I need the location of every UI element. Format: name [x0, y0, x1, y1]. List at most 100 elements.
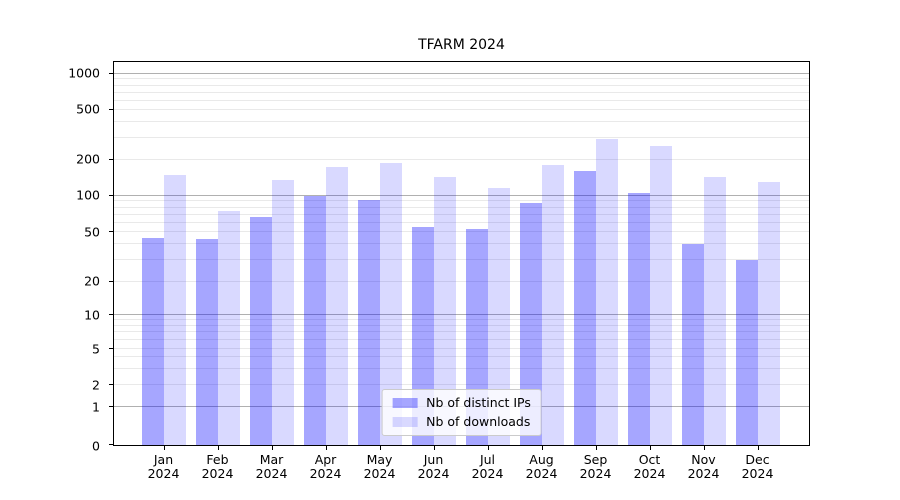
- x-tick-label-year: 2024: [525, 466, 558, 481]
- x-tick-label-year: 2024: [471, 466, 504, 481]
- bar-distinct-ips-may: [357, 199, 380, 445]
- legend-label-distinct-ips: Nb of distinct IPs: [426, 395, 531, 410]
- bar-downloads-nov: [703, 176, 726, 445]
- x-tick-mark: [541, 446, 543, 450]
- legend-label-downloads: Nb of downloads: [426, 414, 531, 429]
- bar-downloads-apr: [325, 166, 348, 445]
- legend-swatch-downloads: [392, 417, 418, 427]
- y-tick-label: 1000: [68, 64, 100, 80]
- y-tick-mark: [109, 406, 113, 408]
- x-tick-label: Aug 2024: [515, 453, 569, 481]
- x-tick-label-year: 2024: [687, 466, 720, 481]
- y-tick-mark: [109, 194, 113, 196]
- x-tick-mark: [433, 446, 435, 450]
- x-tick-label-month: Jan: [153, 452, 174, 467]
- bar-downloads-mar: [271, 180, 294, 445]
- x-tick-label-year: 2024: [417, 466, 450, 481]
- x-tick-label-year: 2024: [579, 466, 612, 481]
- x-tick-mark: [595, 446, 597, 450]
- x-tick-label: Feb 2024: [191, 453, 245, 481]
- x-tick-mark: [217, 446, 219, 450]
- x-tick-label-month: Apr: [314, 452, 337, 467]
- y-tick-mark: [109, 314, 113, 316]
- x-tick-label-month: Dec: [745, 452, 770, 467]
- x-tick-label: Dec 2024: [731, 453, 785, 481]
- minor-gridline: [114, 121, 809, 123]
- major-gridline: [114, 73, 809, 74]
- y-tick-mark: [109, 231, 113, 233]
- x-tick-mark: [649, 446, 651, 450]
- x-tick-label: Oct 2024: [623, 453, 677, 481]
- y-tick-label: 50: [84, 223, 100, 239]
- legend-item-distinct-ips: Nb of distinct IPs: [392, 395, 531, 411]
- x-tick-label-year: 2024: [201, 466, 234, 481]
- chart-title: TFARM 2024: [418, 37, 505, 53]
- x-tick-label-year: 2024: [633, 466, 666, 481]
- x-tick-label-month: Jun: [423, 452, 444, 467]
- y-tick-label: 10: [84, 307, 100, 323]
- legend-item-downloads: Nb of downloads: [392, 414, 531, 430]
- bar-downloads-jul: [487, 187, 510, 445]
- bar-distinct-ips-jan: [141, 237, 164, 445]
- y-tick-mark: [109, 383, 113, 385]
- y-tick-label: 1: [92, 399, 100, 415]
- y-tick-mark: [109, 280, 113, 282]
- y-tick-mark: [109, 73, 113, 74]
- bar-downloads-oct: [649, 145, 672, 445]
- y-tick-mark: [109, 444, 113, 445]
- bar-distinct-ips-feb: [195, 239, 218, 445]
- bar-distinct-ips-apr: [303, 195, 326, 445]
- x-tick-label-month: Sep: [583, 452, 608, 467]
- x-tick-label-month: Feb: [206, 452, 229, 467]
- y-tick-label: 200: [76, 151, 100, 167]
- bar-downloads-may: [379, 162, 402, 445]
- y-tick-label: 100: [76, 187, 100, 203]
- x-tick-label: May 2024: [353, 453, 407, 481]
- minor-gridline: [114, 78, 809, 80]
- y-tick-mark: [109, 108, 113, 110]
- minor-gridline: [114, 91, 809, 93]
- x-tick-label: Nov 2024: [677, 453, 731, 481]
- x-tick-label-year: 2024: [741, 466, 774, 481]
- x-tick-mark: [703, 446, 705, 450]
- legend-swatch-distinct-ips: [392, 398, 418, 408]
- y-axis-labels: 0 1 2 5 10 20 50 100 200 500 1000: [0, 61, 113, 451]
- y-tick-label: 500: [76, 100, 100, 116]
- x-tick-mark: [487, 446, 489, 450]
- x-tick-mark: [163, 446, 165, 450]
- x-axis-labels: Jan 2024 Feb 2024 Mar 2024 Apr 2024 May 2024 Jun 20…: [0, 453, 900, 487]
- bar-downloads-feb: [217, 210, 240, 445]
- x-tick-mark: [271, 446, 273, 450]
- legend: Nb of distinct IPs Nb of downloads: [381, 389, 542, 436]
- bar-distinct-ips-dec: [735, 259, 758, 445]
- x-tick-label-year: 2024: [147, 466, 180, 481]
- bar-downloads-jan: [163, 174, 186, 445]
- x-tick-label: Jul 2024: [461, 453, 515, 481]
- plot-area: Nb of distinct IPs Nb of downloads: [109, 61, 810, 450]
- x-tick-label: Sep 2024: [569, 453, 623, 481]
- y-tick-label: 0: [92, 437, 100, 453]
- minor-gridline: [114, 136, 809, 138]
- x-tick-label-month: Aug: [529, 452, 554, 467]
- x-tick-label: Mar 2024: [245, 453, 299, 481]
- x-tick-label: Jun 2024: [407, 453, 461, 481]
- x-tick-label-month: Jul: [479, 452, 496, 467]
- x-tick-mark: [379, 446, 381, 450]
- bar-downloads-jun: [433, 176, 456, 445]
- x-tick-label-month: Oct: [638, 452, 661, 467]
- y-tick-label: 2: [92, 377, 100, 393]
- bar-distinct-ips-aug: [519, 202, 542, 445]
- bar-distinct-ips-oct: [627, 193, 650, 445]
- x-tick-label: Apr 2024: [299, 453, 353, 481]
- y-tick-label: 5: [92, 340, 100, 356]
- x-tick-label-month: Nov: [691, 452, 716, 467]
- minor-gridline: [114, 84, 809, 86]
- x-tick-label-month: May: [366, 452, 393, 467]
- x-tick-label-year: 2024: [255, 466, 288, 481]
- bar-downloads-dec: [757, 182, 780, 445]
- bar-downloads-sep: [595, 138, 618, 445]
- x-tick-mark: [757, 446, 759, 450]
- bar-downloads-aug: [541, 165, 564, 445]
- x-tick-label-year: 2024: [363, 466, 396, 481]
